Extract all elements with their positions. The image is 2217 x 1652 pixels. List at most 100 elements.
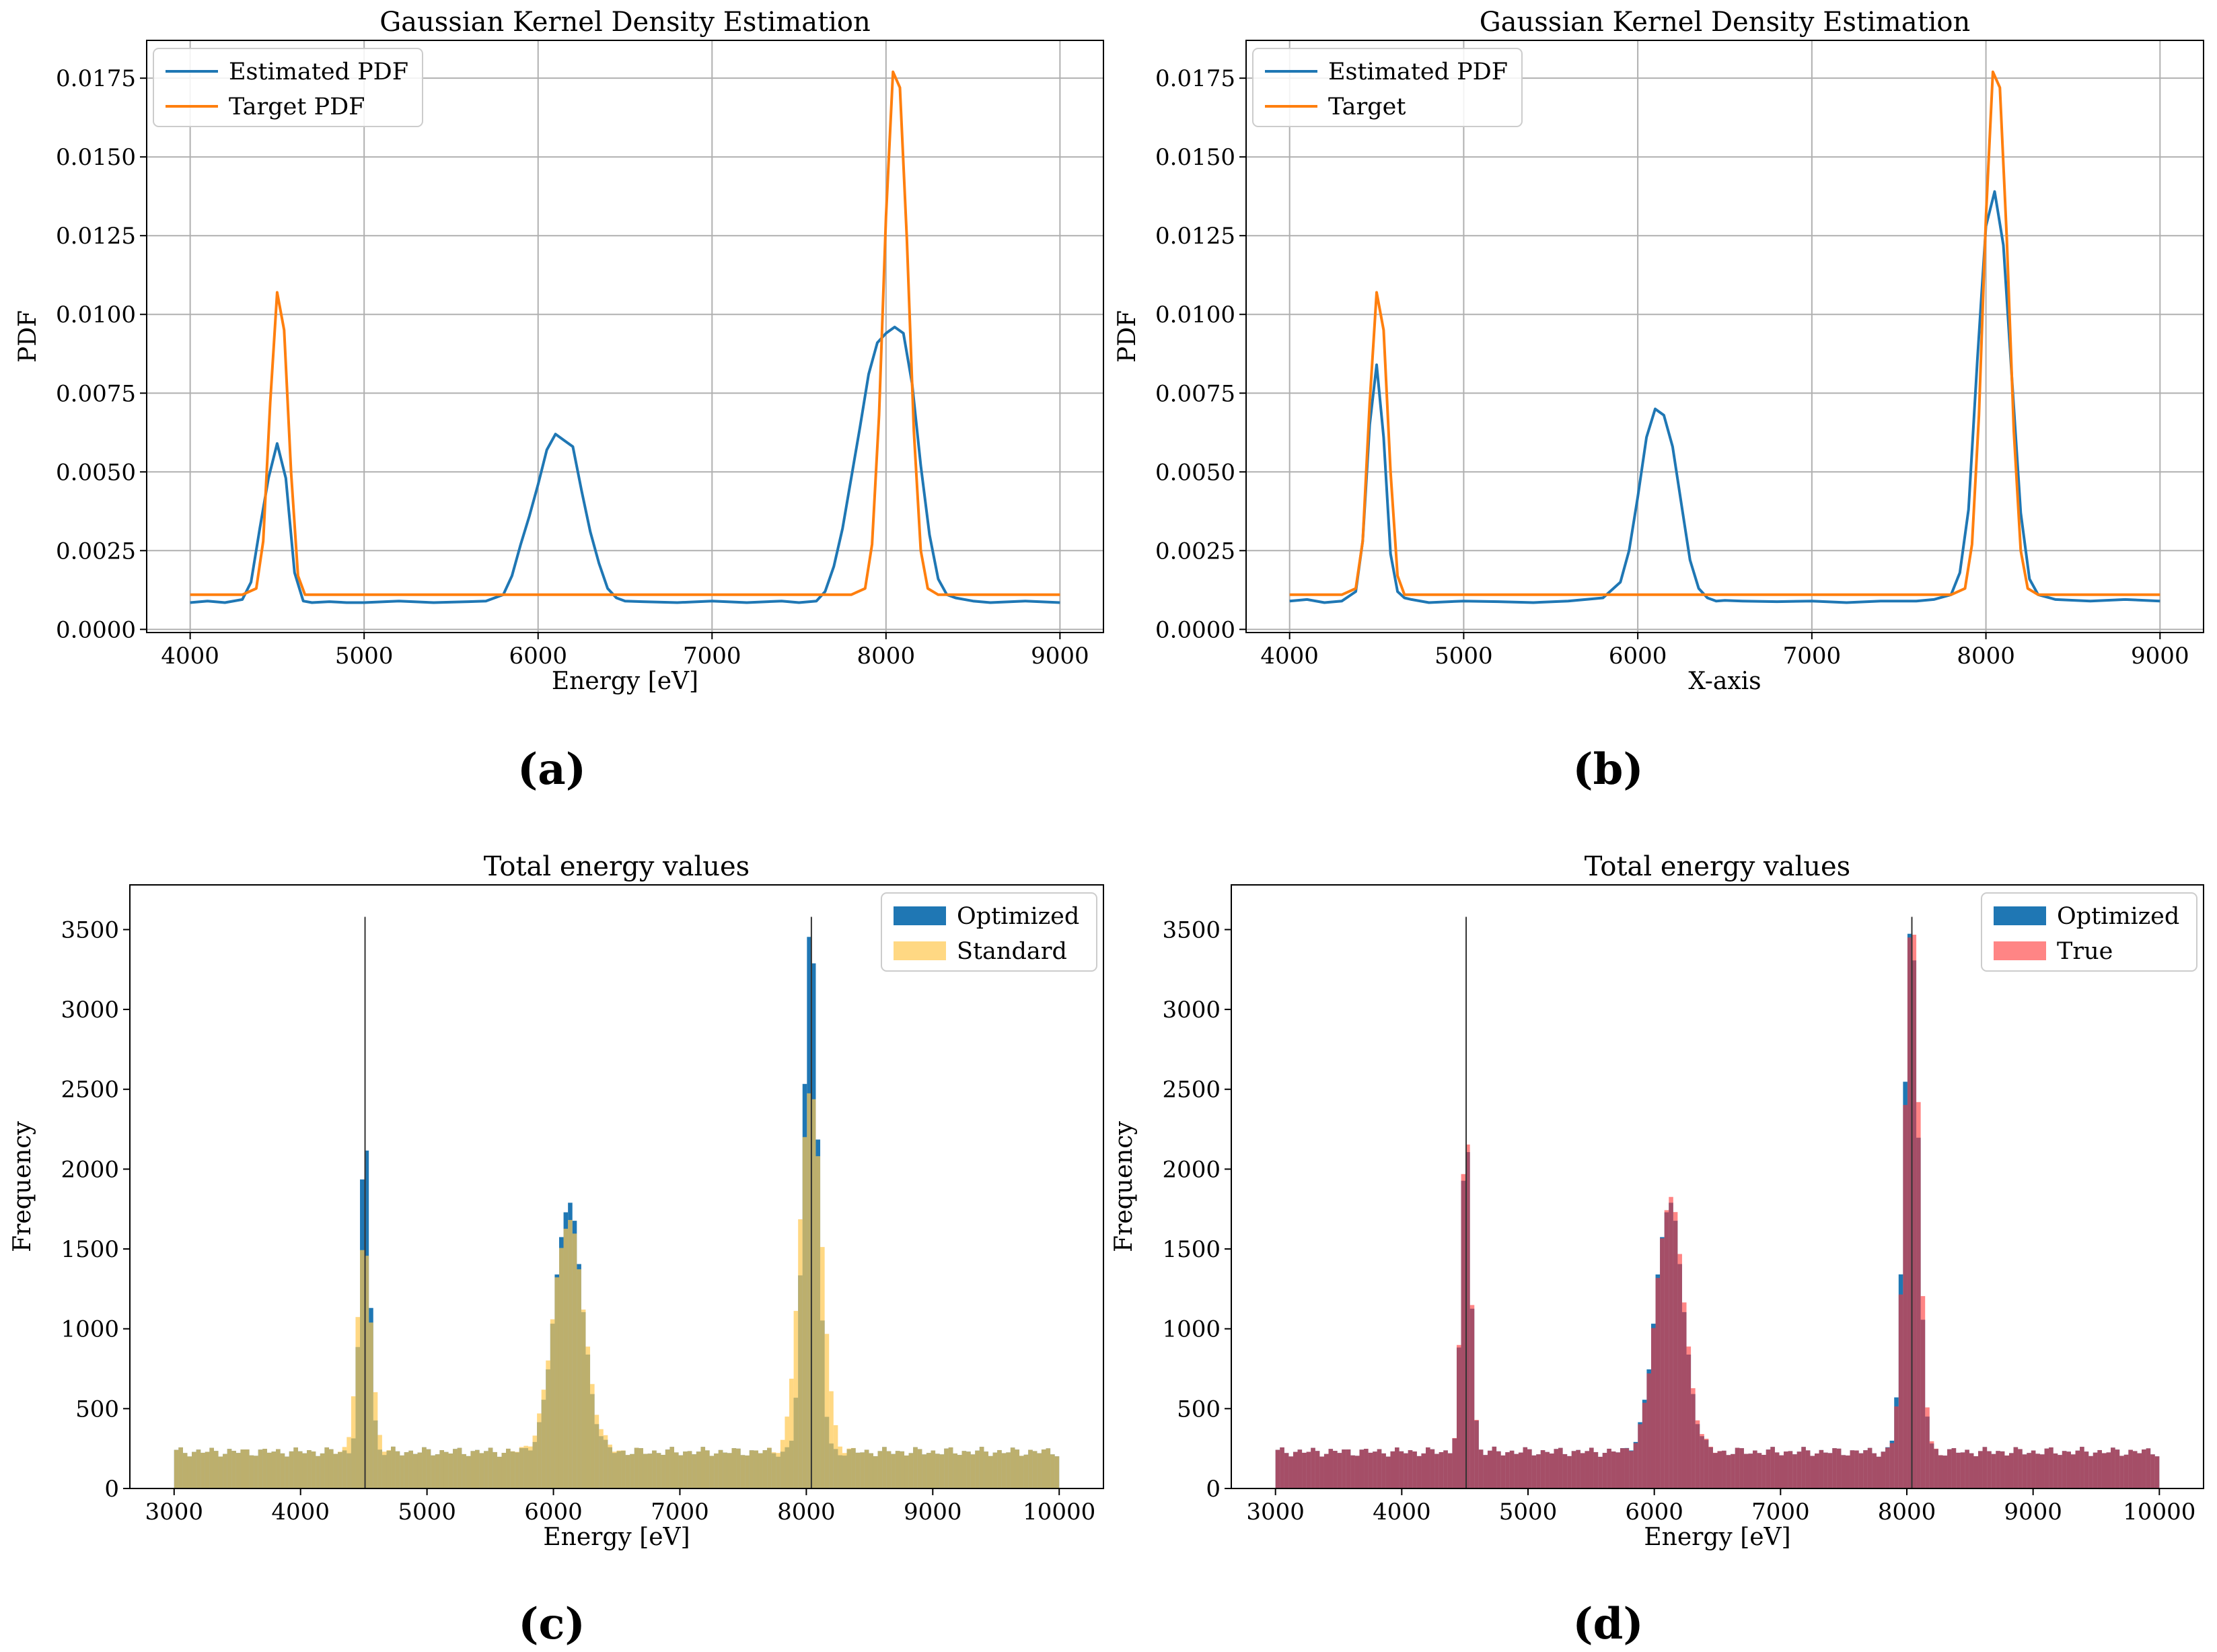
x-axis-label: X-axis	[1688, 668, 1761, 695]
hist-bar	[254, 1456, 258, 1488]
hist-bar	[1779, 1455, 1784, 1488]
hist-bar	[249, 1455, 254, 1488]
hist-bar	[2035, 1453, 2040, 1488]
hist-bar	[1311, 1447, 1315, 1488]
hist-bar	[479, 1453, 484, 1488]
hist-bar	[1982, 1447, 1988, 1488]
legend-swatch	[894, 906, 946, 925]
hist-bar	[758, 1453, 763, 1488]
hist-bar	[957, 1455, 962, 1488]
hist-bar	[2080, 1447, 2084, 1488]
hist-bar	[470, 1451, 476, 1488]
hist-bar	[395, 1451, 400, 1488]
hist-bar	[240, 1449, 246, 1488]
hist-bar	[280, 1453, 285, 1488]
panel-b: 4000 5000 6000 7000 8000 9000 0.0000 0.0025 0.00…	[1114, 7, 2204, 695]
hist-bar	[731, 1448, 737, 1488]
y-tick-label: 0.0125	[1155, 223, 1235, 250]
hist-bar	[1700, 1434, 1704, 1488]
y-tick-label: 0.0175	[56, 65, 136, 92]
hist-bar	[1832, 1448, 1837, 1488]
hist-bar	[621, 1450, 626, 1488]
hist-bar	[634, 1447, 639, 1488]
hist-bar	[1452, 1438, 1457, 1488]
hist-bar	[187, 1456, 192, 1488]
legend-label: Estimated PDF	[1328, 59, 1508, 85]
hist-bar	[1562, 1453, 1568, 1488]
series-bars-true	[1275, 935, 2160, 1488]
hist-bar	[1302, 1452, 1307, 1488]
hist-bar	[1046, 1448, 1051, 1488]
hist-bar	[1354, 1456, 1360, 1488]
hist-bar	[201, 1452, 205, 1488]
hist-bar	[285, 1456, 289, 1488]
hist-bar	[1567, 1456, 1572, 1488]
hist-bar	[466, 1456, 471, 1488]
hist-bar	[798, 1219, 803, 1488]
hist-bar	[1315, 1451, 1320, 1488]
hist-bar	[1416, 1456, 1422, 1488]
hist-bar	[1461, 1174, 1466, 1488]
hist-bar	[979, 1447, 984, 1488]
hist-bar	[869, 1453, 873, 1488]
hist-bar	[541, 1390, 546, 1488]
hist-bar	[683, 1451, 688, 1488]
legend-swatch	[1994, 906, 2046, 925]
hist-bar	[1589, 1447, 1594, 1488]
hist-bar	[223, 1453, 227, 1488]
legend-label: Optimized	[2057, 903, 2179, 930]
hist-bar	[360, 1250, 365, 1488]
hist-bar	[386, 1450, 392, 1488]
hist-bar	[585, 1346, 591, 1488]
hist-bar	[369, 1322, 373, 1488]
x-tick-label: 8000	[1957, 643, 2015, 670]
hist-bar	[922, 1454, 926, 1488]
hist-bar	[895, 1451, 900, 1488]
y-tick-label: 3500	[1162, 917, 1221, 943]
chart-title: Gaussian Kernel Density Estimation	[1480, 7, 1971, 38]
hist-bar	[316, 1456, 320, 1488]
hist-bar	[235, 1453, 241, 1488]
hist-bar	[1404, 1453, 1408, 1488]
hist-bar	[1788, 1451, 1793, 1488]
hist-bar	[1867, 1447, 1873, 1488]
hist-bar	[1642, 1402, 1647, 1488]
hist-bar	[714, 1453, 719, 1488]
hist-bar	[2146, 1448, 2151, 1488]
hist-bar	[2058, 1455, 2062, 1488]
y-tick-label: 0.0100	[56, 301, 136, 328]
x-tick-label: 9000	[2131, 643, 2189, 670]
series-line-target	[1289, 70, 2160, 596]
chart-title: Gaussian Kernel Density Estimation	[379, 7, 871, 38]
hist-bar	[1894, 1406, 1899, 1488]
legend-label: Standard	[957, 938, 1067, 965]
hist-bar	[1368, 1452, 1373, 1488]
hist-bar	[453, 1449, 458, 1488]
hist-bar	[1978, 1451, 1983, 1488]
hist-bar	[1858, 1453, 1864, 1488]
hist-bar	[1801, 1447, 1806, 1488]
hist-bar	[900, 1451, 905, 1488]
hist-bar	[1421, 1453, 1426, 1488]
hist-bar	[1638, 1424, 1642, 1488]
hist-bar	[1934, 1448, 1938, 1488]
hist-bar	[1827, 1453, 1833, 1488]
hist-bar	[2142, 1449, 2146, 1488]
hist-bar	[1991, 1453, 1996, 1488]
legend: Optimized Standard	[881, 892, 1097, 972]
hist-bar	[1951, 1448, 1957, 1488]
hist-bar	[355, 1317, 361, 1488]
hist-bar	[364, 1256, 369, 1488]
hist-bar	[320, 1453, 325, 1488]
hist-bar	[953, 1453, 957, 1488]
hist-bar	[307, 1450, 312, 1488]
hist-bar	[908, 1453, 914, 1488]
hist-bar	[961, 1451, 967, 1488]
hist-bar	[1571, 1451, 1576, 1488]
hist-bar	[2049, 1447, 2054, 1488]
hist-bar	[532, 1435, 538, 1488]
hist-bar	[1947, 1449, 1952, 1488]
x-tick-label: 8000	[857, 643, 916, 670]
hist-bar	[342, 1447, 347, 1488]
hist-bar	[2009, 1453, 2014, 1488]
